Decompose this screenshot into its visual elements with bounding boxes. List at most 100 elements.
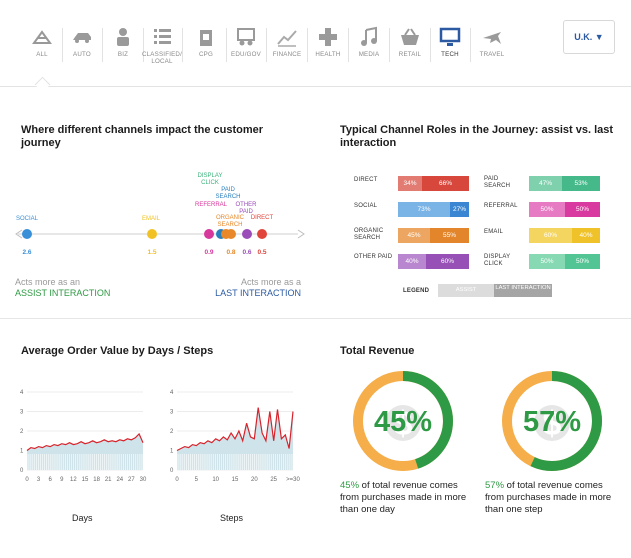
y-tick-label: 1 (170, 449, 174, 455)
channel-dot-organic (221, 229, 231, 239)
last-bar: 55% (430, 228, 469, 243)
y-tick-label: 2 (170, 429, 174, 435)
section-divider (0, 318, 631, 319)
donut-steps: $57% (502, 371, 602, 471)
nav-label: RETAIL (398, 51, 422, 58)
nav-label: EDU/GOV (231, 51, 261, 58)
x-tick-label: 24 (116, 477, 123, 483)
roles-title: Typical Channel Roles in the Journey: as… (340, 124, 614, 149)
channel-value-7: 0.5 (257, 249, 266, 256)
x-tick-label: 15 (82, 477, 89, 483)
donut-value-arc (353, 371, 453, 471)
series-line (26, 432, 144, 451)
x-tick-label: 30 (140, 477, 147, 483)
nav-label: BIZ (117, 51, 129, 58)
plane-icon (483, 32, 501, 44)
assist-label: ASSIST INTERACTION (15, 288, 110, 298)
nav-item-auto[interactable]: AUTO (62, 26, 102, 58)
nav-item-health[interactable]: HEALTH (308, 26, 348, 58)
nav-item-finance[interactable]: FINANCE (267, 26, 307, 58)
nav-separator (226, 28, 227, 62)
industry-nav: ALL AUTO BIZ CLASSIFIED/ LOCAL CPG EDU/GOV FIN… (0, 0, 631, 87)
channel-dot-1 (147, 229, 157, 239)
y-tick-label: 3 (170, 410, 174, 416)
x-tick-label: 9 (60, 477, 64, 483)
x-tick-label: 20 (251, 477, 258, 483)
x-tick-label: 21 (105, 477, 112, 483)
nav-item-classified-local[interactable]: CLASSIFIED/ LOCAL (142, 26, 182, 65)
plus-icon (319, 28, 337, 46)
aov-title: Average Order Value by Days / Steps (21, 345, 214, 357)
x-tick-label: 3 (37, 477, 41, 483)
axis-arrow-left (15, 229, 23, 239)
x-tick-label: 0 (25, 477, 29, 483)
dollar-icon: $ (385, 405, 421, 443)
nav-item-edu-gov[interactable]: EDU/GOV (226, 26, 266, 58)
role-label: DIRECT (354, 177, 378, 183)
nav-label: AUTO (73, 51, 91, 58)
nav-separator (62, 28, 63, 62)
chart-icon (277, 30, 297, 47)
nav-item-travel[interactable]: TRAVEL (472, 26, 512, 58)
x-tick-label: 15 (232, 477, 239, 483)
last-bar: 50% (565, 254, 600, 269)
flower-icon (32, 30, 52, 44)
channel-label-5: ORGANIC SEARCH (216, 215, 245, 228)
nav-label: MEDIA (358, 51, 380, 58)
nav-separator (102, 28, 103, 62)
country-select[interactable]: U.K. ▼ (563, 20, 615, 54)
channel-dot-0 (22, 229, 32, 239)
nav-item-cpg[interactable]: CPG (186, 26, 226, 58)
y-tick-label: 3 (20, 410, 24, 416)
y-tick-label: 2 (20, 429, 24, 435)
channel-label-2: DISPLAY CLICK (198, 173, 223, 186)
channel-dot-4 (204, 229, 214, 239)
nav-label: FINANCE (272, 51, 302, 58)
nav-separator (430, 28, 431, 62)
channel-dot-6 (242, 229, 252, 239)
nav-item-biz[interactable]: BIZ (103, 26, 143, 58)
nav-separator (266, 28, 267, 62)
assist-bar: 50% (529, 254, 565, 269)
y-tick-label: 0 (20, 468, 24, 474)
y-tick-label: 1 (20, 449, 24, 455)
donut-label: 45% (374, 406, 432, 438)
assist-bar: 60% (529, 228, 572, 243)
assist-bar: 45% (398, 228, 430, 243)
nav-separator (348, 28, 349, 62)
series-line (176, 407, 294, 452)
x-tick-label: 0 (175, 477, 179, 483)
last-label: LAST INTERACTION (215, 288, 301, 298)
y-tick-label: 4 (170, 390, 174, 396)
role-label: SOCIAL (354, 203, 378, 209)
package-icon (200, 30, 212, 46)
nav-item-tech[interactable]: TECH (430, 26, 470, 58)
legend-last: LAST INTERACTION (494, 284, 552, 297)
nav-item-all[interactable]: ALL (22, 26, 62, 58)
last-bar: 27% (450, 202, 469, 217)
car-icon (73, 33, 91, 43)
x-tick-label: 18 (93, 477, 100, 483)
nav-item-retail[interactable]: RETAIL (390, 26, 430, 58)
y-tick-label: 0 (170, 468, 174, 474)
x-tick-label: 12 (70, 477, 77, 483)
x-tick-label: 10 (212, 477, 219, 483)
legend-label: LEGEND (403, 288, 430, 294)
last-bar: 66% (422, 176, 469, 191)
nav-separator (470, 28, 471, 62)
music-icon (361, 26, 377, 46)
assist-prefix: Acts more as an (15, 277, 80, 287)
nav-label: TRAVEL (479, 51, 505, 58)
donut-label: 57% (523, 406, 581, 438)
caption-steps-pct: 57% (485, 480, 505, 491)
last-bar: 40% (572, 228, 600, 243)
last-prefix: Acts more as a (241, 277, 301, 287)
channel-label-1: EMAIL (142, 216, 161, 222)
list-icon (154, 29, 171, 44)
nav-item-media[interactable]: MEDIA (349, 26, 389, 58)
journey-title: Where different channels impact the cust… (21, 124, 264, 149)
assist-bar: 47% (529, 176, 562, 191)
channel-value-0: 2.6 (22, 249, 31, 256)
